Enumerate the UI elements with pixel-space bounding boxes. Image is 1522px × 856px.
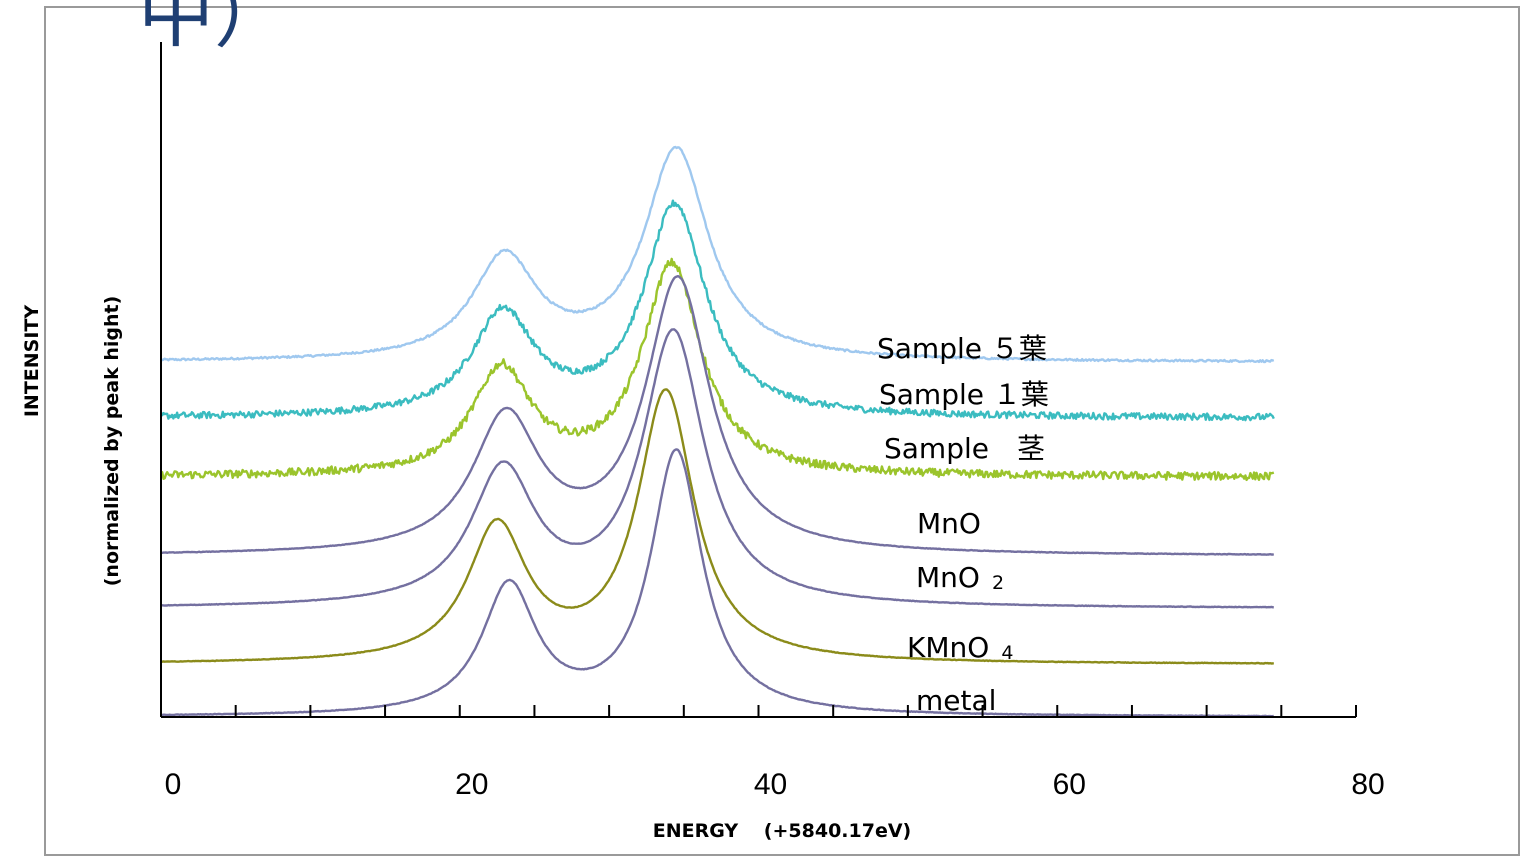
x-tick-label-20: 20 [455, 768, 488, 801]
series-label-2: Sample 茎 [884, 432, 1045, 465]
series-line-1 [159, 199, 1275, 422]
series-label-layer: Sample ５葉 Sample １葉 Sample 茎 MnO MnO 2 KMnO 4me… [877, 332, 1049, 717]
series-line-4 [160, 328, 1274, 609]
series-label-sub-4: 2 [992, 572, 1004, 594]
series-line-2 [160, 257, 1275, 482]
series-line-5 [160, 388, 1274, 665]
series-label-6: metal [916, 684, 996, 717]
series-line-6 [160, 448, 1275, 718]
chart-frame [44, 6, 1520, 856]
partial-title: 中） [138, 0, 290, 58]
axes: 0 20 40 60 80 [160, 42, 1385, 801]
x-tick-label-40: 40 [754, 768, 787, 801]
y-axis-title: INTENSITY [21, 305, 43, 418]
x-tick-label-80: 80 [1351, 768, 1384, 801]
series-label-3: MnO [917, 507, 981, 540]
series-label-1: Sample １葉 [879, 378, 1049, 411]
x-tick-label-0: 0 [165, 768, 182, 801]
series-label-5: KMnO [907, 631, 989, 664]
series-label-0: Sample ５葉 [877, 332, 1047, 365]
series-label-4: MnO [916, 561, 980, 594]
x-axis-title: ENERGY (+5840.17eV) [653, 820, 911, 842]
y-axis-subtitle: (normalized by peak hight) [101, 296, 123, 587]
series-layer [159, 145, 1275, 718]
series-line-3 [160, 275, 1274, 556]
series-label-sub-5: 4 [1001, 642, 1013, 664]
series-line-0 [160, 145, 1275, 364]
x-tick-label-60: 60 [1053, 768, 1086, 801]
